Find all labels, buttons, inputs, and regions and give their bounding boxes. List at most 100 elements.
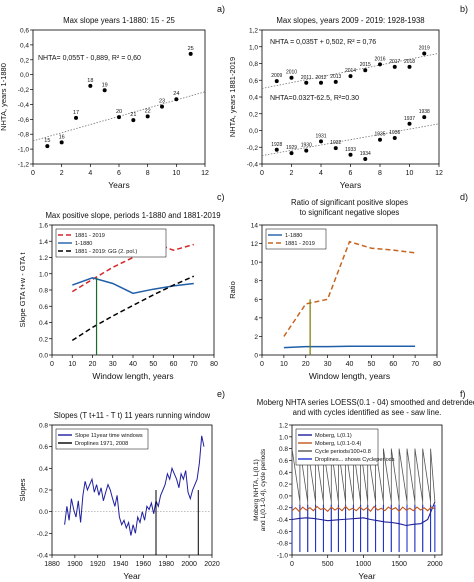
series-line	[71, 242, 195, 293]
chart-title-0: Max slope years 1-1880: 15 - 25	[63, 16, 175, 25]
x-tick-label: 10	[280, 361, 288, 368]
y-tick-label: 0	[254, 353, 258, 360]
point-label: 1929	[286, 145, 297, 151]
x-tick-label: 1000	[356, 561, 372, 568]
legend-entry: Droplines... shows Cycleperiods	[315, 457, 395, 463]
data-point	[348, 152, 353, 157]
y-tick-label: 0.0	[279, 493, 288, 500]
point-label: 2018	[404, 59, 415, 65]
y-tick-label: 1,0	[249, 44, 258, 51]
data-point	[319, 80, 323, 85]
x-tick-label: 1500	[391, 561, 407, 568]
point-label: 2014	[345, 68, 356, 74]
data-point	[333, 146, 338, 151]
chart-title-4: Slopes (T t+11 - T t) 11 years running w…	[54, 411, 211, 420]
point-label: 2016	[374, 56, 385, 62]
y-tick-label: 0.6	[279, 458, 288, 465]
data-point	[422, 115, 427, 120]
y-tick-label: 0,6	[249, 78, 258, 85]
x-tick-label: 30	[324, 361, 332, 368]
point-label: 21	[130, 112, 136, 118]
y-tick-label: 0,4	[20, 42, 29, 49]
data-point	[363, 68, 368, 73]
legend-entry: Slope 11year time windows	[75, 433, 143, 439]
y-tick-label: 10	[251, 260, 259, 267]
chart-title-1: Max slopes, years 2009 - 2019: 1928-1938	[276, 16, 424, 25]
chart-title-5: and with cycles identified as see - saw …	[293, 408, 442, 417]
x-tick-label: 0	[290, 561, 294, 568]
point-label: 1935	[374, 132, 385, 138]
series-line	[291, 501, 436, 527]
point-label: 22	[145, 108, 151, 114]
chart-title-5: Moberg NHTA series LOESS(0.1 - 04) smoot…	[257, 398, 474, 407]
y-tick-label: 1.2	[279, 423, 288, 430]
x-tick-label: 70	[190, 361, 198, 368]
point-label: 2017	[389, 59, 400, 65]
y-tick-label: -1,0	[18, 147, 30, 154]
x-tick-label: 50	[149, 361, 157, 368]
y-tick-label: 2	[254, 334, 258, 341]
x-axis-label: Years	[108, 180, 129, 190]
legend-entry: Droplines 1971, 2008	[75, 441, 128, 447]
y-tick-label: -0,6	[18, 117, 30, 124]
y-tick-label: 6	[254, 297, 258, 304]
y-tick-label: -0.4	[37, 553, 49, 560]
x-tick-label: 8	[146, 170, 150, 177]
point-label: 1938	[419, 109, 430, 115]
data-point	[319, 139, 323, 144]
data-point	[378, 137, 382, 142]
data-point	[378, 62, 382, 67]
point-label: 25	[188, 46, 194, 52]
legend-entry: Moberg, L(0.1)	[315, 433, 352, 439]
point-label: 15	[44, 138, 50, 144]
data-point	[188, 51, 193, 56]
data-point	[348, 74, 353, 79]
point-label: 19	[102, 82, 108, 88]
y-tick-label: 8	[254, 278, 258, 285]
x-axis-label: Year	[358, 571, 375, 581]
x-tick-label: 2	[290, 170, 294, 177]
panel-label-0: a)	[217, 4, 225, 14]
x-tick-label: 50	[367, 361, 375, 368]
legend-entry: 1881 - 2019	[285, 241, 315, 247]
y-tick-label: -0,2	[247, 145, 259, 152]
x-axis-label: Year	[123, 571, 140, 581]
data-point	[145, 114, 150, 119]
y-axis-label: Slopes	[18, 478, 27, 501]
chart-title-3: to significant negative slopes	[300, 208, 400, 217]
data-point	[59, 140, 64, 145]
panel-label-2: c)	[217, 192, 225, 202]
x-tick-label: 4	[319, 170, 323, 177]
data-point	[304, 80, 309, 85]
y-tick-label: -1,2	[18, 162, 30, 169]
point-label: 1936	[389, 130, 400, 136]
x-tick-label: 70	[411, 361, 419, 368]
y-tick-label: 0.0	[39, 353, 48, 360]
series-line	[283, 240, 416, 337]
y-tick-label: 0.6	[39, 304, 48, 311]
y-axis-label: Ratio	[228, 281, 237, 299]
x-tick-label: 1920	[90, 561, 106, 568]
x-tick-label: 1960	[136, 561, 152, 568]
x-tick-label: 6	[349, 170, 353, 177]
legend-entry: Moberg, L(0.1-0.4)	[315, 441, 361, 447]
series-line	[291, 505, 436, 513]
y-axis-label: NHTA, years 1881-2019	[228, 57, 237, 137]
x-tick-label: 60	[170, 361, 178, 368]
series-line	[71, 275, 195, 342]
series-line	[72, 277, 194, 295]
point-label: 2009	[271, 73, 282, 79]
x-tick-label: 20	[89, 361, 97, 368]
point-label: 18	[87, 78, 93, 84]
y-axis-label: NHTA, years 1-1880	[0, 63, 8, 131]
point-label: 2019	[419, 45, 430, 51]
y-tick-label: -0.2	[37, 531, 49, 538]
x-tick-label: 80	[433, 361, 441, 368]
y-tick-label: 0.2	[39, 336, 48, 343]
y-tick-label: 0,0	[20, 72, 29, 79]
y-tick-label: 1,2	[249, 28, 258, 35]
y-axis-label: Moberg NHTA, L(0.1)	[253, 459, 260, 521]
x-tick-label: 30	[109, 361, 117, 368]
x-tick-label: 4	[88, 170, 92, 177]
